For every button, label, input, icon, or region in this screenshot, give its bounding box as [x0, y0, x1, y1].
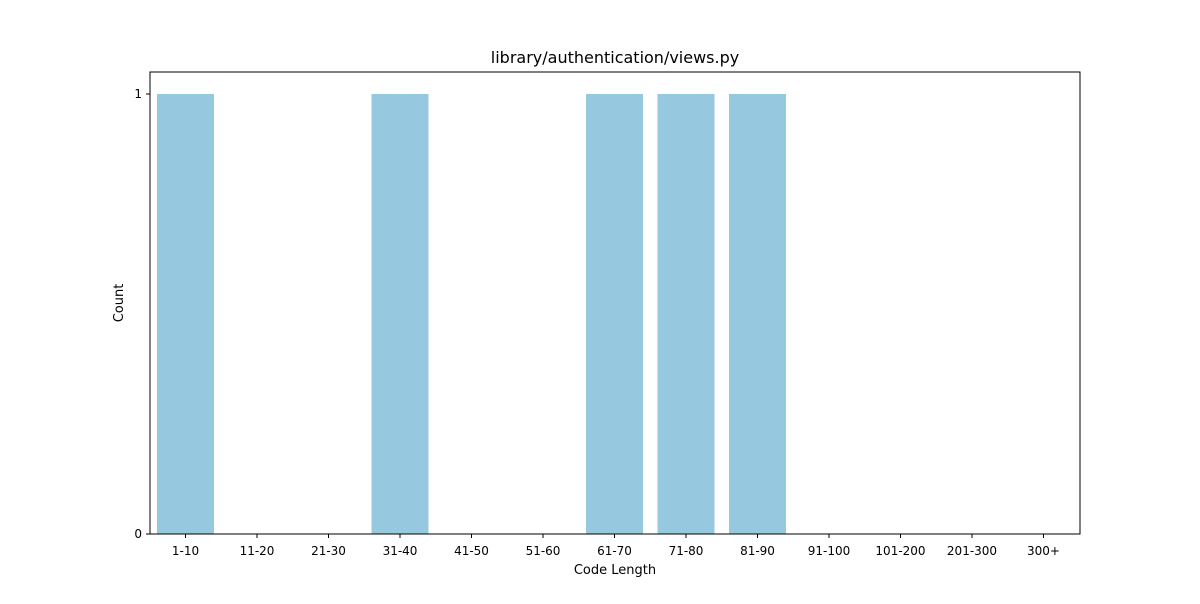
x-tick-label: 31-40 [383, 544, 418, 558]
x-tick-label: 51-60 [526, 544, 561, 558]
x-tick-label: 11-20 [240, 544, 275, 558]
x-tick-label: 71-80 [669, 544, 704, 558]
x-tick-label: 91-100 [808, 544, 851, 558]
x-tick-label: 101-200 [875, 544, 925, 558]
x-tick-label: 61-70 [597, 544, 632, 558]
y-axis-ticks: 01 [134, 87, 150, 541]
y-axis-label: Count [112, 284, 127, 323]
bar-31-40 [371, 94, 429, 534]
x-tick-label: 1-10 [172, 544, 199, 558]
x-tick-label: 300+ [1027, 544, 1060, 558]
plot-frame [149, 71, 1081, 535]
x-axis-ticks: 1-10 11-20 21-30 31-40 41-50 51-60 61-70 71-80 8… [172, 534, 1060, 558]
bar-1-10 [157, 94, 214, 534]
y-tick-label: 1 [134, 87, 142, 101]
x-tick-label: 81-90 [740, 544, 775, 558]
x-tick-label: 21-30 [311, 544, 346, 558]
bar-81-90 [729, 94, 786, 534]
x-axis-label: Code Length [574, 563, 656, 578]
bars-layer [157, 94, 786, 534]
bar-61-70 [586, 94, 643, 534]
x-tick-label: 41-50 [454, 544, 489, 558]
chart-title: library/authentication/views.py [491, 48, 739, 67]
bar-71-80 [657, 94, 715, 534]
y-tick-label: 0 [134, 527, 142, 541]
x-tick-label: 201-300 [947, 544, 997, 558]
